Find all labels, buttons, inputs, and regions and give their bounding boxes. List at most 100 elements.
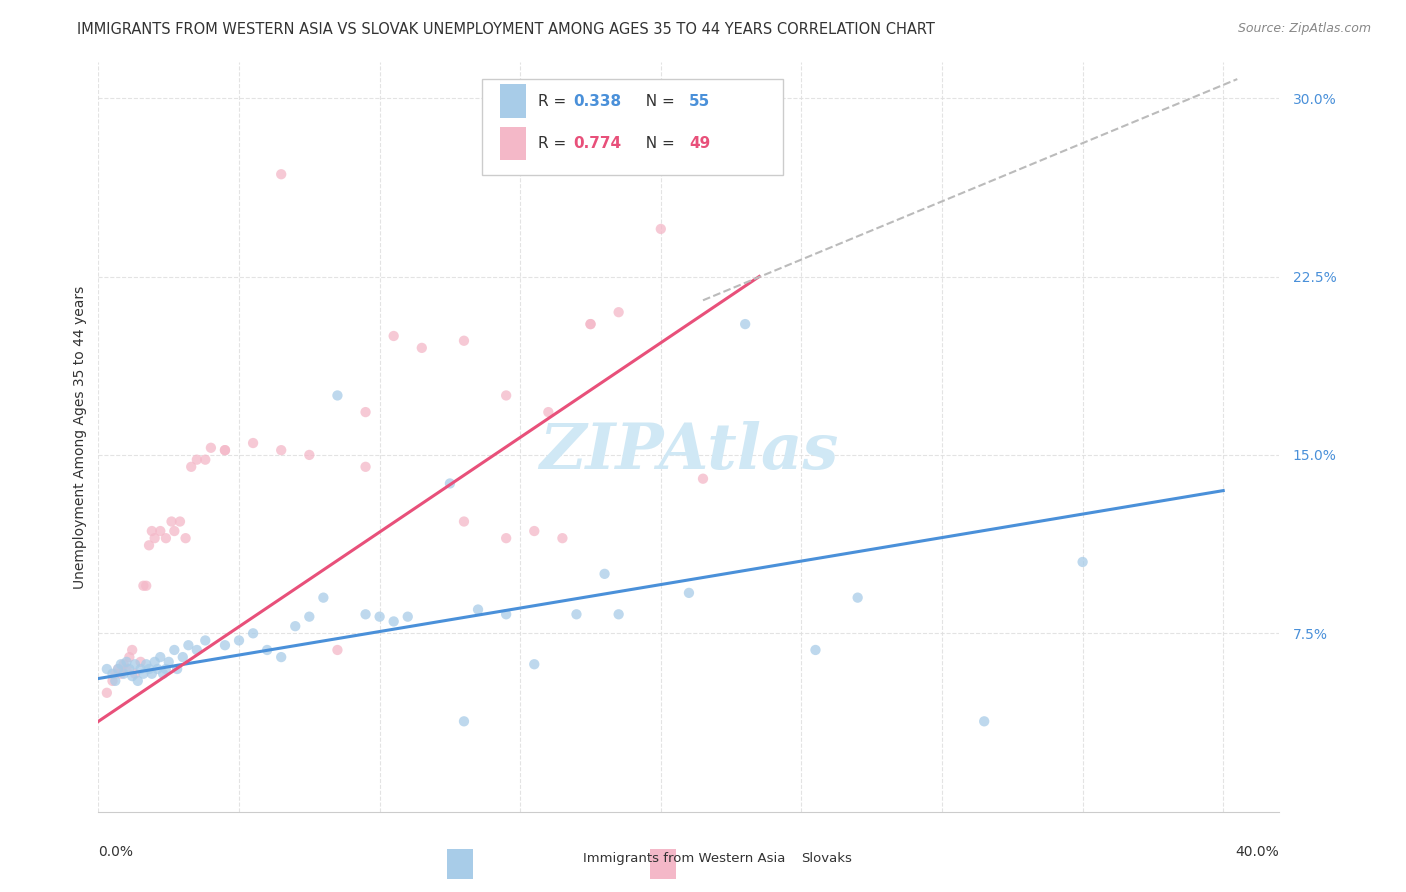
Point xyxy=(439,476,461,491)
Point xyxy=(96,662,118,676)
Point xyxy=(155,662,177,676)
Text: ZIPAtlas: ZIPAtlas xyxy=(540,421,838,483)
Text: R =: R = xyxy=(537,136,571,151)
Point xyxy=(495,388,517,402)
Point xyxy=(186,643,208,657)
Point xyxy=(135,657,157,672)
Point xyxy=(112,657,135,672)
Point xyxy=(110,666,132,681)
Point xyxy=(298,448,321,462)
Point xyxy=(166,662,188,676)
Point xyxy=(96,686,118,700)
Text: Immigrants from Western Asia: Immigrants from Western Asia xyxy=(583,852,786,864)
Point xyxy=(495,531,517,545)
Point xyxy=(214,443,236,458)
Point xyxy=(155,531,177,545)
Point xyxy=(127,673,149,688)
Point xyxy=(242,626,264,640)
Point xyxy=(1071,555,1094,569)
Text: 0.774: 0.774 xyxy=(574,136,621,151)
Point xyxy=(107,662,129,676)
Point xyxy=(132,579,155,593)
Point xyxy=(579,317,602,331)
Point xyxy=(284,619,307,633)
FancyBboxPatch shape xyxy=(501,85,526,118)
Point xyxy=(846,591,869,605)
Point xyxy=(157,655,180,669)
Point xyxy=(104,673,127,688)
Text: Source: ZipAtlas.com: Source: ZipAtlas.com xyxy=(1237,22,1371,36)
Point xyxy=(141,524,163,538)
Point xyxy=(607,305,630,319)
Point xyxy=(565,607,588,622)
Point xyxy=(169,515,191,529)
Point xyxy=(214,443,236,458)
Point xyxy=(110,657,132,672)
Point xyxy=(270,650,292,665)
Point xyxy=(256,643,278,657)
Point xyxy=(121,643,143,657)
Point xyxy=(172,650,194,665)
FancyBboxPatch shape xyxy=(650,849,676,880)
Text: 0.0%: 0.0% xyxy=(98,846,134,859)
Point xyxy=(382,329,405,343)
Point xyxy=(101,673,124,688)
FancyBboxPatch shape xyxy=(447,849,472,880)
Point xyxy=(163,524,186,538)
Point xyxy=(453,334,475,348)
Point xyxy=(101,666,124,681)
Point xyxy=(124,666,146,681)
Point xyxy=(678,586,700,600)
Text: N =: N = xyxy=(636,136,679,151)
Text: 49: 49 xyxy=(689,136,710,151)
Point xyxy=(141,666,163,681)
Point xyxy=(650,222,672,236)
Point xyxy=(104,666,127,681)
Text: N =: N = xyxy=(636,94,679,109)
Point xyxy=(143,531,166,545)
Point xyxy=(118,662,141,676)
Point xyxy=(523,524,546,538)
Text: Slovaks: Slovaks xyxy=(801,852,852,864)
Point xyxy=(396,609,419,624)
Text: 0.338: 0.338 xyxy=(574,94,621,109)
Point xyxy=(382,615,405,629)
Point xyxy=(607,607,630,622)
Point xyxy=(228,633,250,648)
Point xyxy=(734,317,756,331)
Point xyxy=(149,650,172,665)
FancyBboxPatch shape xyxy=(482,78,783,175)
Point xyxy=(214,638,236,652)
Point xyxy=(177,638,200,652)
Point xyxy=(194,633,217,648)
Point xyxy=(186,452,208,467)
Point xyxy=(146,662,169,676)
Point xyxy=(115,662,138,676)
Text: IMMIGRANTS FROM WESTERN ASIA VS SLOVAK UNEMPLOYMENT AMONG AGES 35 TO 44 YEARS CO: IMMIGRANTS FROM WESTERN ASIA VS SLOVAK U… xyxy=(77,22,935,37)
Point xyxy=(270,167,292,181)
Text: 55: 55 xyxy=(689,94,710,109)
Point xyxy=(411,341,433,355)
Point xyxy=(149,524,172,538)
Point xyxy=(129,662,152,676)
Point xyxy=(579,317,602,331)
Point xyxy=(467,602,489,616)
Point xyxy=(537,405,560,419)
Point xyxy=(298,609,321,624)
Point xyxy=(973,714,995,729)
Point xyxy=(453,515,475,529)
FancyBboxPatch shape xyxy=(501,127,526,161)
Point xyxy=(152,666,174,681)
Point xyxy=(354,607,377,622)
Point xyxy=(121,669,143,683)
Point xyxy=(312,591,335,605)
Point xyxy=(194,452,217,467)
Y-axis label: Unemployment Among Ages 35 to 44 years: Unemployment Among Ages 35 to 44 years xyxy=(73,285,87,589)
Point xyxy=(593,566,616,581)
Point xyxy=(804,643,827,657)
Point xyxy=(368,609,391,624)
Point xyxy=(270,443,292,458)
Text: 40.0%: 40.0% xyxy=(1236,846,1279,859)
Point xyxy=(143,655,166,669)
Text: R =: R = xyxy=(537,94,571,109)
